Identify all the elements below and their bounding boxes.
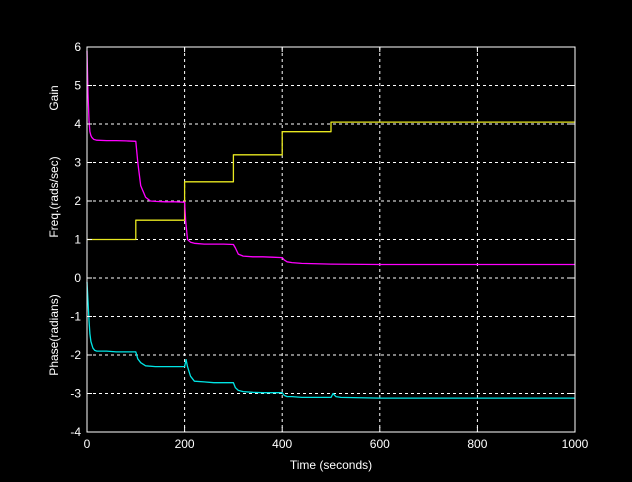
y-axis-label-gain: Gain bbox=[47, 85, 61, 110]
x-tick-label: 400 bbox=[272, 437, 292, 451]
plot-background bbox=[87, 47, 575, 432]
y-tick-label: 0 bbox=[74, 271, 81, 285]
y-tick-label: 1 bbox=[74, 233, 81, 247]
y-tick-label: -3 bbox=[70, 387, 81, 401]
freq-series-line bbox=[86, 50, 575, 266]
grid bbox=[87, 47, 575, 432]
y-tick-label: 6 bbox=[74, 40, 81, 54]
x-tick-label: 0 bbox=[84, 437, 91, 451]
x-tick-label: 600 bbox=[370, 437, 390, 451]
y-tick-label: 5 bbox=[74, 79, 81, 93]
x-axis-label: Time (seconds) bbox=[290, 458, 372, 472]
y-tick-label: 2 bbox=[74, 194, 81, 208]
y-axis-label-phase: Phase(radians) bbox=[47, 294, 61, 375]
y-axis-label-freq: Freq.(rads/sec) bbox=[47, 156, 61, 237]
y-tick-label: 4 bbox=[74, 117, 81, 131]
ticks bbox=[86, 46, 576, 433]
y-tick-label: 3 bbox=[74, 156, 81, 170]
gain-series-line bbox=[87, 121, 575, 241]
y-tick-label: -4 bbox=[70, 425, 81, 439]
y-tick-label: -2 bbox=[70, 348, 81, 362]
x-tick-labels: 0 200 400 600 800 1000 bbox=[84, 437, 589, 451]
y-tick-labels: -4 -3 -2 -1 0 1 2 3 4 5 6 bbox=[70, 40, 81, 439]
x-tick-label: 200 bbox=[175, 437, 195, 451]
x-tick-label: 1000 bbox=[562, 437, 589, 451]
phase-series-line bbox=[86, 281, 575, 399]
x-tick-label: 800 bbox=[467, 437, 487, 451]
series-layer bbox=[86, 50, 575, 399]
y-tick-label: -1 bbox=[70, 310, 81, 324]
